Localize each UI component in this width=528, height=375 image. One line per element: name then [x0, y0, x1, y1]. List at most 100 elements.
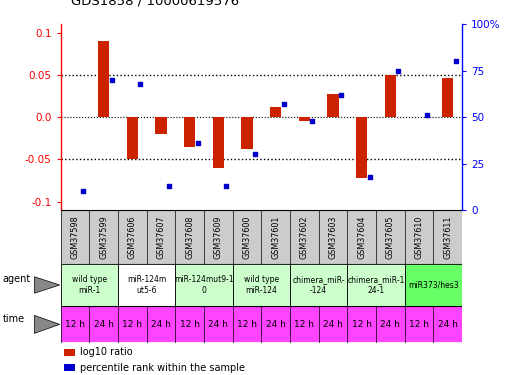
- Bar: [175, 210, 204, 264]
- Point: [308, 118, 317, 124]
- Text: log10 ratio: log10 ratio: [80, 347, 133, 357]
- Bar: [155, 117, 167, 134]
- Bar: [319, 210, 347, 264]
- Text: GSM37600: GSM37600: [242, 216, 251, 259]
- Bar: [347, 264, 404, 306]
- Text: 12 h: 12 h: [409, 320, 429, 329]
- Text: percentile rank within the sample: percentile rank within the sample: [80, 363, 246, 373]
- Text: GSM37602: GSM37602: [300, 215, 309, 259]
- Text: GSM37610: GSM37610: [414, 216, 423, 259]
- Text: miR373/hes3: miR373/hes3: [408, 280, 459, 290]
- Text: 24 h: 24 h: [323, 320, 343, 329]
- Text: chimera_miR-1
24-1: chimera_miR-1 24-1: [347, 275, 404, 295]
- Text: GSM37608: GSM37608: [185, 216, 194, 259]
- Bar: [175, 264, 233, 306]
- Bar: [376, 306, 404, 342]
- Text: 12 h: 12 h: [352, 320, 372, 329]
- Text: GSM37601: GSM37601: [271, 216, 280, 259]
- Bar: [204, 210, 233, 264]
- Bar: [147, 306, 175, 342]
- Bar: [442, 78, 454, 117]
- Bar: [63, 364, 75, 371]
- Text: GSM37611: GSM37611: [443, 216, 452, 259]
- Bar: [270, 107, 281, 117]
- Bar: [233, 210, 261, 264]
- Bar: [61, 210, 89, 264]
- Text: 12 h: 12 h: [294, 320, 314, 329]
- Bar: [89, 210, 118, 264]
- Bar: [241, 117, 253, 149]
- Bar: [356, 117, 367, 178]
- Text: 12 h: 12 h: [180, 320, 200, 329]
- Point: [365, 174, 374, 180]
- Bar: [98, 41, 109, 117]
- Bar: [404, 264, 462, 306]
- Bar: [233, 264, 290, 306]
- Bar: [404, 306, 433, 342]
- Text: 12 h: 12 h: [65, 320, 85, 329]
- Bar: [433, 306, 462, 342]
- Text: 24 h: 24 h: [380, 320, 400, 329]
- Bar: [204, 306, 233, 342]
- Point: [136, 81, 145, 87]
- Point: [279, 101, 288, 107]
- Bar: [404, 210, 433, 264]
- Point: [222, 183, 231, 189]
- Bar: [61, 306, 89, 342]
- Bar: [290, 210, 319, 264]
- Bar: [319, 306, 347, 342]
- Bar: [89, 306, 118, 342]
- Text: GSM37604: GSM37604: [357, 216, 366, 259]
- Text: GSM37606: GSM37606: [128, 216, 137, 259]
- Text: 12 h: 12 h: [122, 320, 143, 329]
- Bar: [127, 117, 138, 159]
- Text: miR-124m
ut5-6: miR-124m ut5-6: [127, 275, 166, 295]
- Text: wild type
miR-124: wild type miR-124: [244, 275, 279, 295]
- Text: 24 h: 24 h: [151, 320, 171, 329]
- Bar: [347, 306, 376, 342]
- Bar: [118, 210, 147, 264]
- Text: GSM37605: GSM37605: [386, 215, 395, 259]
- Bar: [290, 306, 319, 342]
- Text: 24 h: 24 h: [209, 320, 228, 329]
- Bar: [299, 117, 310, 121]
- Bar: [261, 306, 290, 342]
- Polygon shape: [34, 315, 60, 333]
- Text: time: time: [3, 314, 25, 324]
- Point: [193, 140, 202, 146]
- Text: miR-124mut9-1
0: miR-124mut9-1 0: [174, 275, 234, 295]
- Text: 24 h: 24 h: [94, 320, 114, 329]
- Text: GSM37609: GSM37609: [214, 215, 223, 259]
- Point: [337, 92, 345, 98]
- Text: 12 h: 12 h: [237, 320, 257, 329]
- Point: [165, 183, 173, 189]
- Point: [108, 77, 116, 83]
- Point: [394, 68, 402, 74]
- Text: GSM37603: GSM37603: [328, 216, 337, 259]
- Bar: [63, 349, 75, 356]
- Point: [423, 112, 431, 118]
- Bar: [184, 117, 195, 147]
- Text: 24 h: 24 h: [438, 320, 458, 329]
- Text: GSM37598: GSM37598: [71, 215, 80, 259]
- Text: GDS1858 / 10000619576: GDS1858 / 10000619576: [71, 0, 239, 8]
- Text: GSM37607: GSM37607: [156, 215, 166, 259]
- Text: chimera_miR-
-124: chimera_miR- -124: [293, 275, 345, 295]
- Bar: [118, 306, 147, 342]
- Bar: [327, 94, 339, 117]
- Bar: [147, 210, 175, 264]
- Text: agent: agent: [3, 274, 31, 284]
- Bar: [376, 210, 404, 264]
- Bar: [384, 75, 396, 117]
- Point: [251, 151, 259, 157]
- Bar: [233, 306, 261, 342]
- Bar: [213, 117, 224, 168]
- Polygon shape: [34, 277, 60, 293]
- Point: [79, 188, 87, 194]
- Text: GSM37599: GSM37599: [99, 215, 108, 259]
- Bar: [433, 210, 462, 264]
- Bar: [61, 264, 118, 306]
- Bar: [347, 210, 376, 264]
- Point: [451, 58, 460, 64]
- Bar: [118, 264, 175, 306]
